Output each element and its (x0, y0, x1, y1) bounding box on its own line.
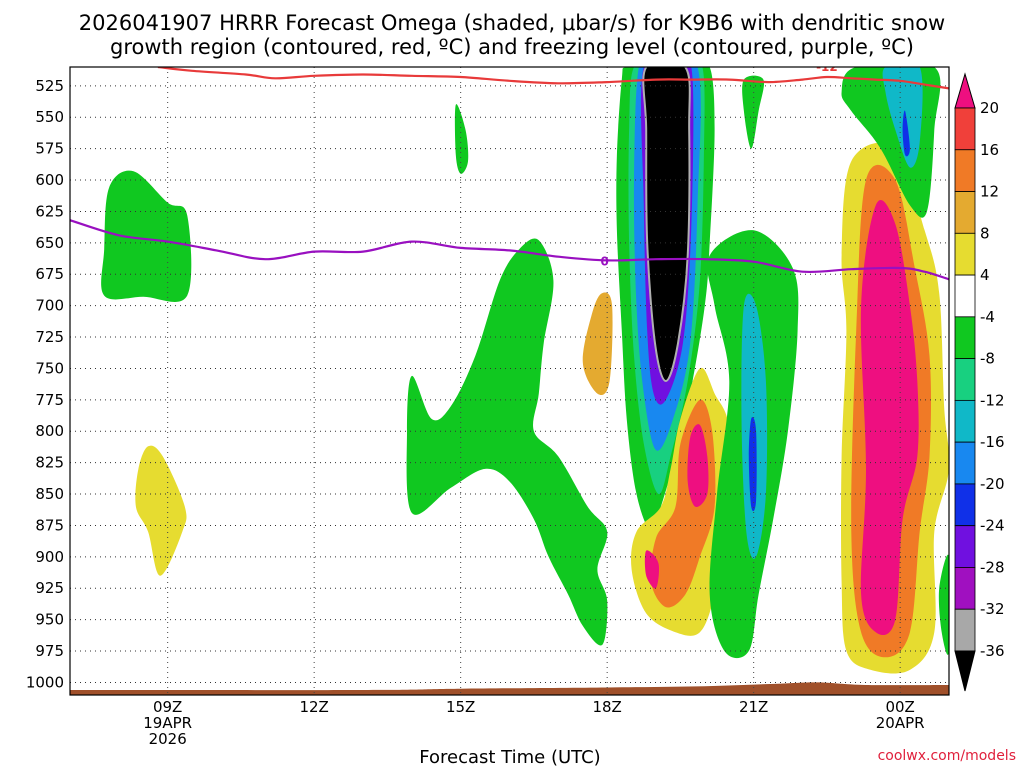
colorbar-label-8: -16 (980, 433, 1005, 451)
terrain-fill (70, 682, 949, 695)
y-tick-525: 525 (35, 77, 64, 95)
omega-region-ne-sink-mid (882, 67, 923, 168)
x-tick-9-line-2: 2026 (149, 730, 187, 748)
plot-frame (69, 66, 950, 696)
omega-region-thin-sink (454, 104, 469, 174)
x-tick-9-line-0: 09Z (153, 698, 182, 716)
colorbar: 20 16 12 8 4 -4 -8 -12 -16 -20 -24 -28 -32 -36 (954, 72, 1005, 692)
colorbar-segment-9 (954, 483, 976, 527)
y-tick-775: 775 (35, 391, 64, 409)
x-tick-24-line-0: 00Z (885, 698, 914, 716)
x-tick-18-line-0: 18Z (592, 698, 621, 716)
y-tick-1000: 1000 (26, 673, 64, 691)
colorbar-label-7: -12 (980, 391, 1005, 409)
y-tick-800: 800 (35, 422, 64, 440)
omega-region-rise-2-low (644, 550, 660, 589)
x-tick-9-line-1: 19APR (143, 714, 192, 732)
omega-region-east-rise-core (860, 200, 919, 636)
x-tick-15-line-0: 15Z (446, 698, 475, 716)
y-tick-900: 900 (35, 548, 64, 566)
omega-region-main-sink-extreme (642, 67, 691, 383)
y-tick-925: 925 (35, 579, 64, 597)
y-tick-825: 825 (35, 454, 64, 472)
y-axis-ticks: 525 550 575 600 625 650 675 700 725 750 775 800 825 8… (26, 77, 64, 692)
x-tick-24-line-1: 20APR (876, 714, 925, 732)
colorbar-label-12: -32 (980, 600, 1005, 618)
freezing-level-contour (70, 219, 949, 281)
colorbar-label-13: -36 (980, 642, 1005, 660)
y-tick-975: 975 (35, 642, 64, 660)
colorbar-segment-2 (954, 191, 976, 234)
colorbar-segment-0 (954, 107, 976, 151)
omega-region-small-sink-21z (742, 75, 765, 149)
colorbar-segment-3 (954, 232, 976, 276)
contour-lines: -12 0 (70, 60, 949, 281)
y-tick-550: 550 (35, 108, 64, 126)
y-tick-625: 625 (35, 202, 64, 220)
dendritic-contour (157, 67, 949, 90)
y-tick-950: 950 (35, 611, 64, 629)
omega-region-rise-1 (582, 292, 613, 396)
colorbar-label-1: 16 (980, 141, 999, 159)
y-tick-725: 725 (35, 328, 64, 346)
x-tick-12-line-0: 12Z (299, 698, 328, 716)
omega-region-early-rise (135, 445, 187, 576)
x-axis-label: Forecast Time (UTC) (419, 747, 600, 768)
omega-region-right-edge-sink (938, 554, 949, 655)
chart-title-line-1: 2026041907 HRRR Forecast Omega (shaded, … (79, 11, 945, 35)
y-tick-675: 675 (35, 265, 64, 283)
chart-title-line-2: growth region (contoured, red, ºC) and f… (110, 35, 914, 59)
omega-region-mid-sink (406, 238, 608, 646)
colorbar-segment-7 (954, 399, 976, 443)
y-tick-750: 750 (35, 359, 64, 377)
colorbar-label-5: -4 (980, 308, 995, 326)
colorbar-label-10: -24 (980, 517, 1005, 535)
omega-region-ne-sink-core (902, 110, 910, 157)
omega-region-east-sink-core (748, 416, 757, 512)
y-tick-700: 700 (35, 297, 64, 315)
colorbar-segment-11 (954, 567, 976, 610)
colorbar-segment-6 (954, 358, 976, 401)
omega-region-rise-2-core (687, 424, 709, 508)
colorbar-label-9: -20 (980, 475, 1005, 493)
terrain-layer (70, 682, 949, 695)
colorbar-label-3: 8 (980, 224, 990, 242)
colorbar-segment-5 (954, 316, 976, 360)
freezing-level-label: 0 (601, 254, 609, 268)
dendritic-contour-label: -12 (816, 60, 838, 74)
colorbar-label-2: 12 (980, 183, 999, 201)
colorbar-segment-4 (954, 274, 976, 318)
credit-text: coolwx.com/models (878, 748, 1016, 764)
y-tick-875: 875 (35, 516, 64, 534)
x-tick-21-line-0: 21Z (739, 698, 768, 716)
colorbar-label-11: -28 (980, 558, 1005, 576)
colorbar-segment-12 (954, 608, 976, 652)
y-tick-600: 600 (35, 171, 64, 189)
y-tick-850: 850 (35, 485, 64, 503)
colorbar-top-arrow (954, 72, 976, 109)
y-tick-650: 650 (35, 234, 64, 252)
colorbar-label-6: -8 (980, 350, 995, 368)
colorbar-bottom-arrow (954, 650, 976, 692)
colorbar-segment-1 (954, 149, 976, 192)
colorbar-label-4: 4 (980, 266, 990, 284)
omega-region-early-sink (101, 170, 192, 302)
colorbar-label-0: 20 (980, 99, 999, 117)
colorbar-segment-10 (954, 525, 976, 568)
y-tick-575: 575 (35, 140, 64, 158)
colorbar-segment-8 (954, 441, 976, 485)
